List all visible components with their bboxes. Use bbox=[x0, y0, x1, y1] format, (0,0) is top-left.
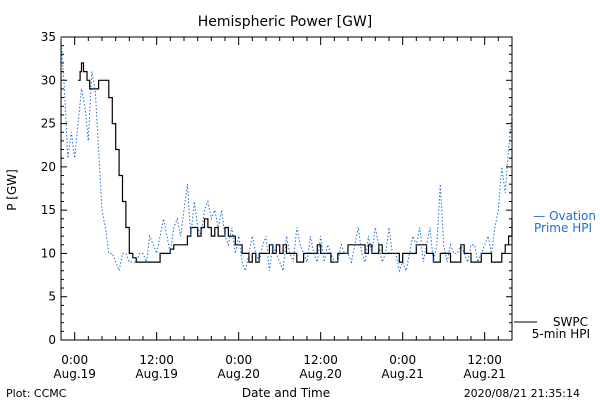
x-tick-label-date: Aug.20 bbox=[217, 367, 260, 381]
y-tick-label: 5 bbox=[48, 290, 56, 304]
legend: — Ovation Prime HPI SWPC 5-min HPI bbox=[514, 209, 596, 341]
x-tick-label-date: Aug.21 bbox=[381, 367, 424, 381]
y-axis: 0 5 10 15 20 25 30 35 bbox=[41, 30, 512, 347]
footer-timestamp: 2020/08/21 21:35:14 bbox=[464, 387, 580, 400]
series-ovation-line bbox=[60, 36, 513, 273]
legend-ovation-line2: Prime HPI bbox=[534, 221, 592, 235]
y-tick-label: 30 bbox=[41, 73, 56, 87]
x-tick-label-time: 12:00 bbox=[139, 353, 174, 367]
x-axis-label: Date and Time bbox=[242, 386, 330, 400]
y-tick-label: 20 bbox=[41, 160, 56, 174]
x-axis: 0:00Aug.1912:00Aug.190:00Aug.2012:00Aug.… bbox=[53, 37, 513, 381]
x-tick-label-time: 12:00 bbox=[467, 353, 502, 367]
footer-plot-credit: Plot: CCMC bbox=[6, 387, 67, 400]
x-tick-label-time: 0:00 bbox=[225, 353, 252, 367]
y-tick-label: 0 bbox=[48, 333, 56, 347]
legend-swpc-line1: SWPC bbox=[553, 315, 588, 329]
chart-title: Hemispheric Power [GW] bbox=[198, 14, 373, 30]
x-tick-label-time: 12:00 bbox=[303, 353, 338, 367]
series-layer bbox=[60, 36, 513, 273]
y-tick-label: 35 bbox=[41, 30, 56, 44]
y-tick-label: 15 bbox=[41, 203, 56, 217]
legend-swpc-line2: 5-min HPI bbox=[532, 327, 590, 341]
x-tick-label-time: 0:00 bbox=[61, 353, 88, 367]
x-tick-label-date: Aug.21 bbox=[463, 367, 506, 381]
x-tick-label-date: Aug.19 bbox=[135, 367, 178, 381]
plot-frame bbox=[60, 36, 513, 341]
y-axis-label: P [GW] bbox=[5, 169, 19, 211]
y-tick-label: 10 bbox=[41, 246, 56, 260]
legend-ovation-line1: — Ovation bbox=[533, 209, 596, 223]
x-tick-label-time: 0:00 bbox=[389, 353, 416, 367]
y-tick-label: 25 bbox=[41, 117, 56, 131]
series-swpc-line bbox=[78, 62, 513, 263]
x-tick-label-date: Aug.19 bbox=[53, 367, 96, 381]
x-tick-label-date: Aug.20 bbox=[299, 367, 342, 381]
